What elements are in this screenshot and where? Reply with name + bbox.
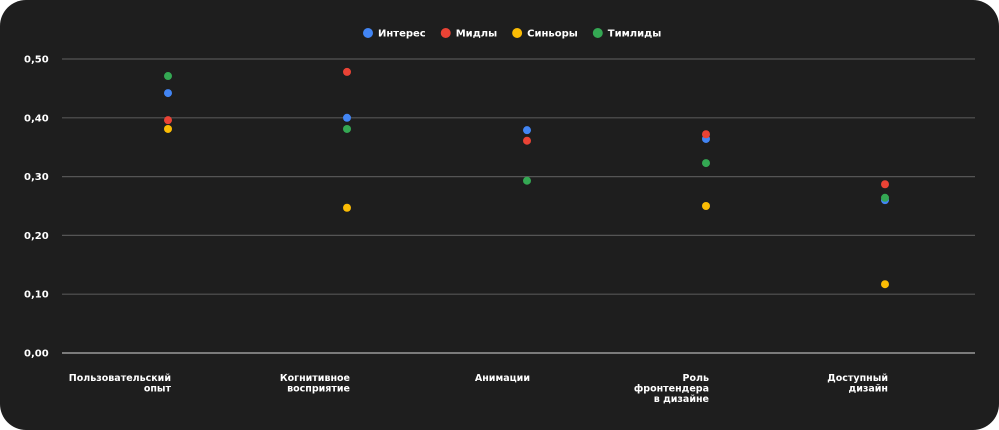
legend-label: Интерес (378, 29, 426, 40)
data-point (523, 136, 531, 145)
legend-label: Синьоры (527, 29, 578, 40)
data-point (523, 126, 531, 135)
x-category-label: дизайн (849, 384, 888, 395)
y-tick-label: 0,20 (24, 231, 49, 242)
data-point (702, 202, 710, 210)
x-category-label: опыт (144, 384, 172, 395)
data-point (164, 72, 172, 81)
x-category-label: Роль (683, 373, 709, 384)
data-point (881, 280, 889, 289)
data-point (343, 124, 351, 133)
data-point (343, 113, 351, 122)
data-point (343, 67, 351, 76)
y-tick-label: 0,30 (24, 172, 49, 183)
x-category-label: фронтендера (634, 384, 709, 395)
legend-label: Тимлиды (608, 29, 661, 40)
x-category-label: в дизайне (654, 394, 709, 405)
data-point (881, 193, 889, 202)
legend-marker (440, 28, 451, 38)
y-tick-label: 0,50 (24, 55, 49, 66)
legend-marker (363, 28, 373, 38)
x-category-label: Пользовательский (69, 373, 171, 384)
x-category-label: Анимации (475, 373, 530, 384)
data-point (702, 130, 710, 139)
data-point (164, 89, 172, 98)
y-tick-label: 0,00 (24, 349, 49, 360)
data-point (881, 180, 889, 189)
y-tick-label: 0,10 (24, 290, 49, 301)
legend-marker (592, 28, 603, 38)
y-tick-label: 0,40 (24, 113, 49, 124)
data-point (164, 116, 172, 125)
data-point (343, 203, 351, 212)
data-point (702, 159, 710, 168)
x-category-label: восприятие (287, 384, 350, 395)
x-category-label: Когнитивное (280, 373, 350, 384)
data-point (523, 176, 531, 185)
data-point (164, 124, 172, 133)
legend-label: Мидлы (456, 29, 497, 40)
x-category-label: Доступный (827, 373, 888, 384)
legend-marker (512, 28, 523, 38)
